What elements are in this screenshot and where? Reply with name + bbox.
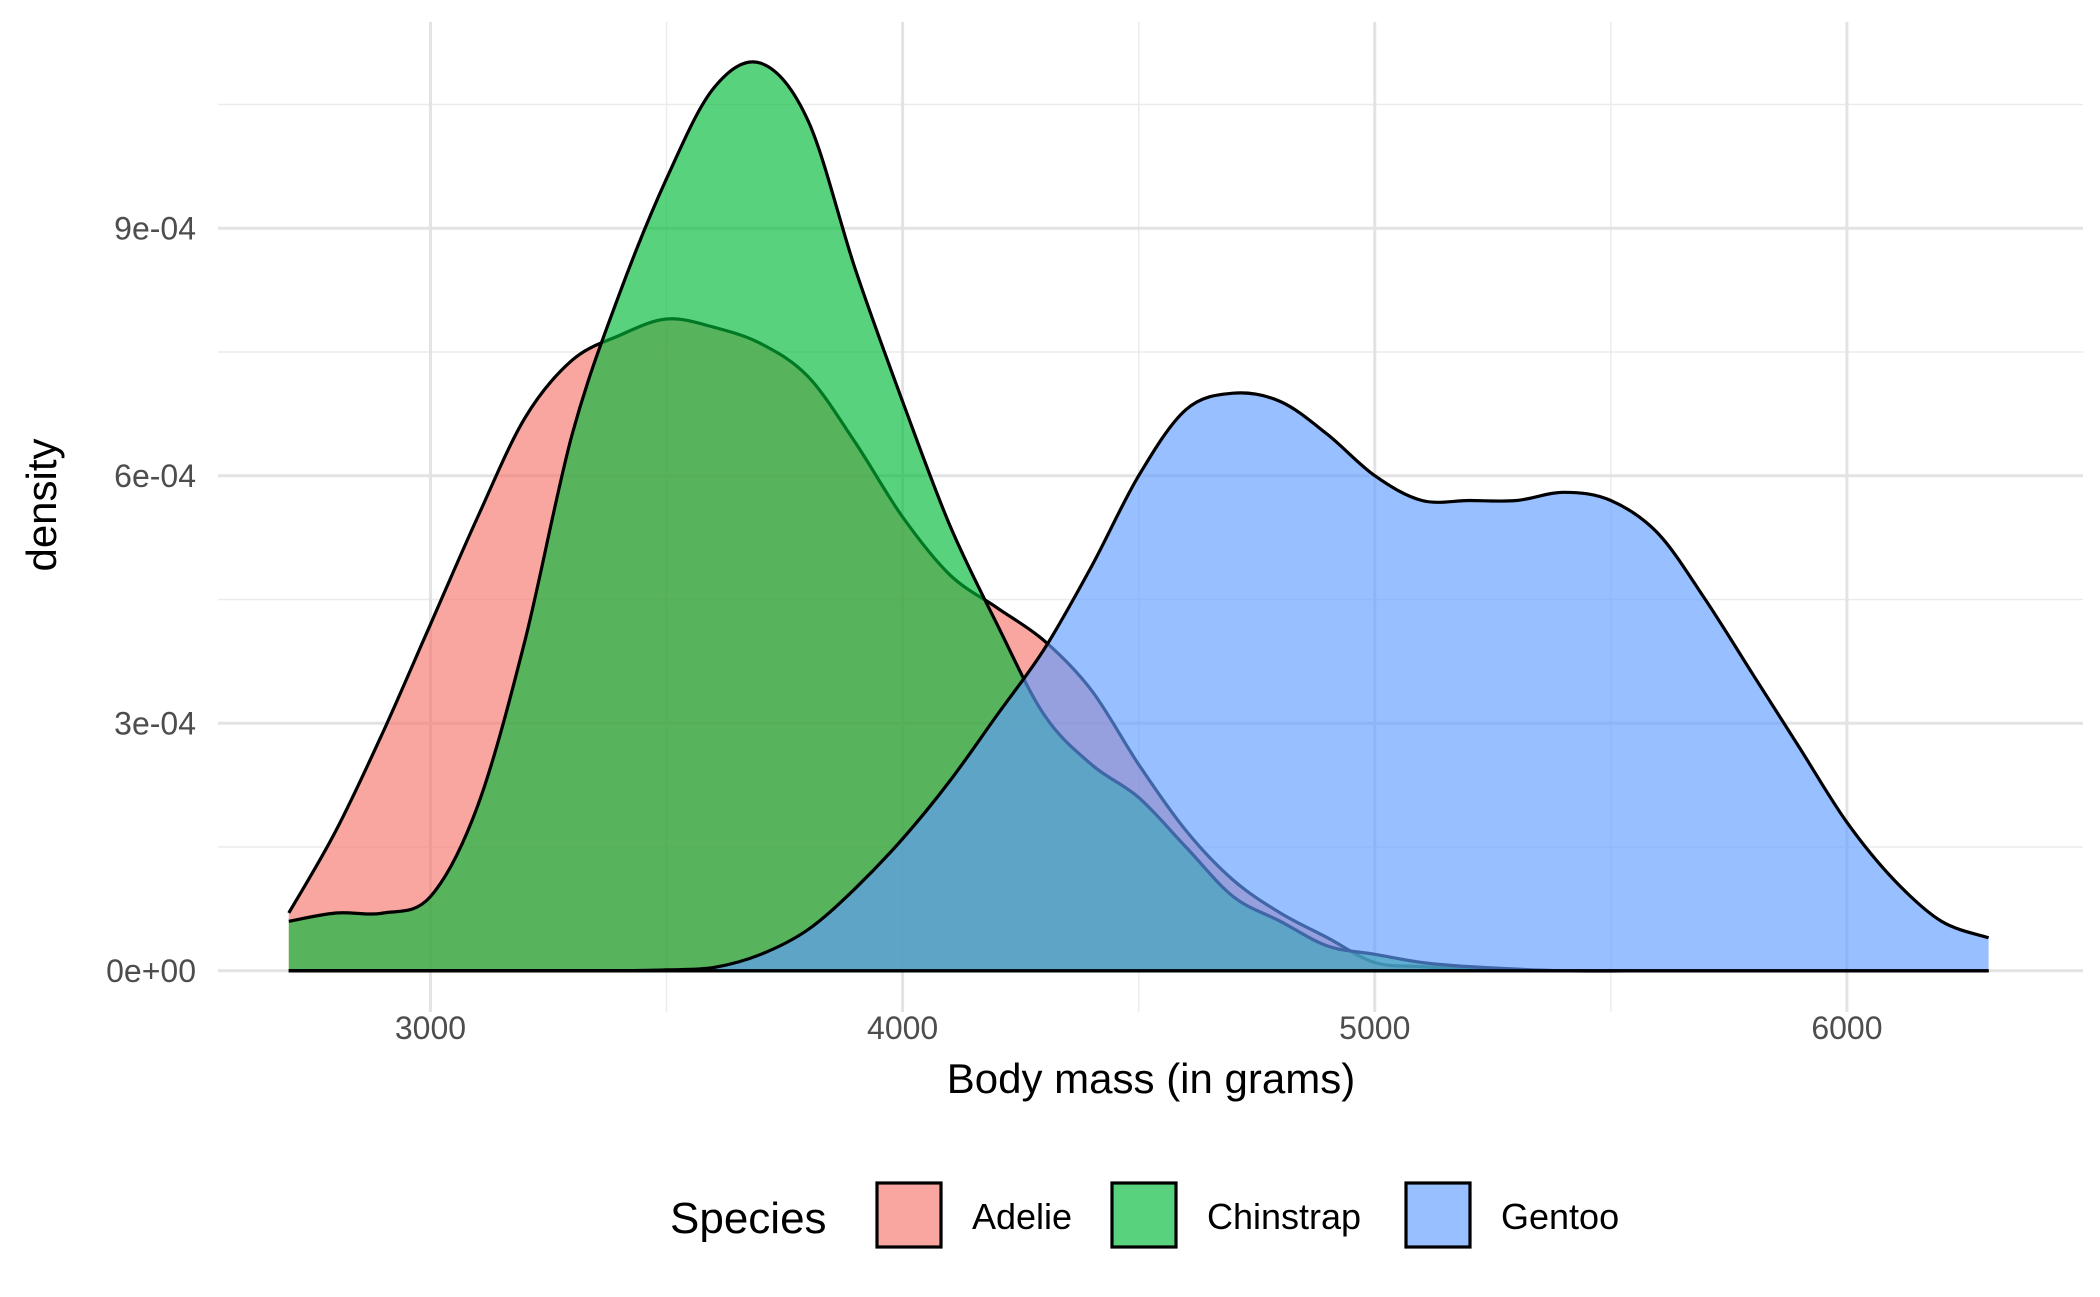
x-tick-label: 6000: [1811, 1010, 1882, 1046]
y-tick-label: 6e-04: [114, 458, 196, 494]
legend-label-adelie: Adelie: [972, 1196, 1072, 1237]
x-axis-title: Body mass (in grams): [947, 1055, 1355, 1102]
legend: Species Adelie Chinstrap Gentoo: [670, 1181, 1619, 1249]
legend-key-adelie: [875, 1181, 943, 1249]
y-axis-title: density: [18, 438, 65, 571]
y-tick-label: 0e+00: [106, 953, 196, 989]
legend-key-gentoo: [1404, 1181, 1472, 1249]
legend-key-chinstrap: [1110, 1181, 1178, 1249]
y-tick-label: 3e-04: [114, 705, 196, 741]
x-tick-label: 4000: [867, 1010, 938, 1046]
density-areas: [287, 60, 1990, 973]
legend-items: Adelie Chinstrap Gentoo: [875, 1181, 1619, 1249]
x-tick-label: 5000: [1339, 1010, 1410, 1046]
density-area-chinstrap: [288, 61, 1989, 972]
legend-title: Species: [670, 1194, 827, 1243]
x-axis-ticks: 3000 4000 5000 6000: [395, 1010, 1883, 1046]
x-tick-label: 3000: [395, 1010, 466, 1046]
y-axis-ticks: 0e+00 3e-04 6e-04 9e-04: [106, 210, 196, 989]
density-area-gentoo: [288, 392, 1989, 971]
legend-label-gentoo: Gentoo: [1501, 1196, 1619, 1237]
y-tick-label: 9e-04: [114, 210, 196, 246]
legend-label-chinstrap: Chinstrap: [1207, 1196, 1361, 1237]
